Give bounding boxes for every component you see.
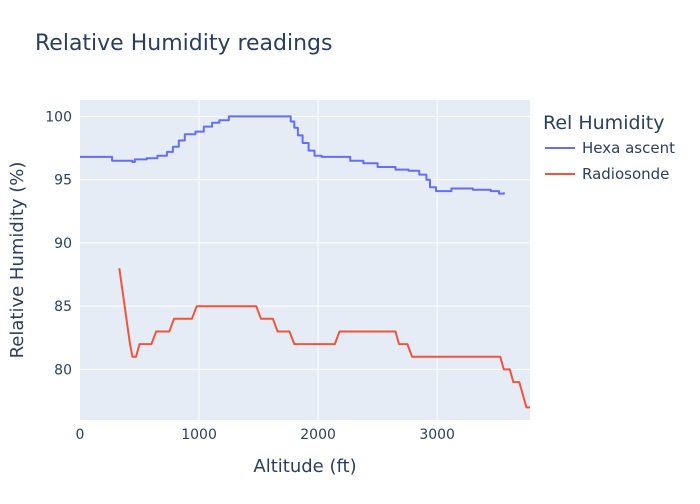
chart-title: Relative Humidity readings [35,31,332,56]
series-line-radiosonde [118,268,530,409]
series-line-hexa-ascent [80,115,505,195]
y-tick-label: 85 [54,299,72,315]
x-axis-title: Altitude (ft) [253,456,356,477]
x-tick-label: 3000 [419,427,455,443]
x-tick-label: 1000 [181,427,217,443]
legend: Rel Humidity Hexa ascent Radiosonde [543,112,675,183]
y-tick-label: 90 [54,236,72,252]
y-tick-label: 80 [54,362,72,378]
legend-label: Hexa ascent [582,139,675,157]
legend-label: Radiosonde [582,165,669,183]
x-tick-label: 2000 [300,427,336,443]
legend-items: Hexa ascent Radiosonde [545,139,675,183]
tick-labels: 0 1000 2000 3000 80 85 90 95 100 [45,109,455,443]
legend-item-radiosonde[interactable]: Radiosonde [545,165,669,183]
series-lines [80,115,530,409]
x-tick-label: 0 [76,427,85,443]
y-tick-label: 95 [54,173,72,189]
plot-background [80,100,530,420]
gridlines [80,100,530,420]
y-tick-label: 100 [45,109,72,125]
legend-item-hexa-ascent[interactable]: Hexa ascent [545,139,675,157]
legend-title: Rel Humidity [543,112,665,134]
y-axis-title: Relative Humidity (%) [7,162,28,359]
